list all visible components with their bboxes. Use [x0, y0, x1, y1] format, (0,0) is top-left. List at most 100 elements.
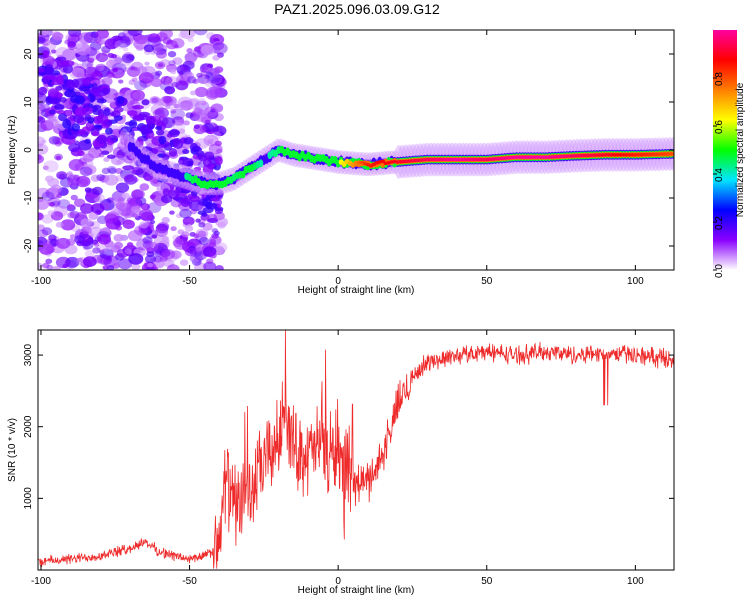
- noise-blob: [42, 165, 49, 171]
- spectrogram-y-tick-label: 0: [23, 147, 34, 153]
- noise-blob: [169, 69, 177, 75]
- noise-blob: [178, 120, 185, 126]
- noise-blob: [52, 200, 60, 207]
- noise-blob: [93, 36, 102, 43]
- noise-blob: [121, 192, 130, 199]
- noise-blob: [200, 100, 207, 106]
- trend-blob: [103, 108, 111, 117]
- noise-blob: [169, 210, 175, 215]
- noise-blob: [75, 175, 91, 188]
- noise-blob: [141, 99, 150, 106]
- noise-blob: [38, 262, 43, 269]
- noise-blob: [190, 209, 197, 215]
- noise-blob: [110, 195, 125, 207]
- trend-blob: [96, 98, 107, 104]
- noise-blob: [178, 32, 187, 39]
- trend-blob: [202, 158, 212, 167]
- trend-blob: [113, 106, 124, 113]
- noise-blob: [139, 221, 149, 229]
- noise-blob: [48, 201, 55, 207]
- noise-blob: [196, 72, 203, 78]
- noise-blob: [106, 59, 117, 69]
- noise-blob: [117, 197, 124, 203]
- ridge-core: [258, 159, 264, 168]
- noise-blob: [95, 63, 105, 72]
- noise-blob: [126, 66, 141, 77]
- noise-blob: [186, 247, 194, 254]
- noise-blob: [200, 44, 215, 56]
- noise-blob: [198, 236, 210, 245]
- noise-blob: [38, 155, 42, 161]
- snr-line: [38, 330, 674, 569]
- noise-blob: [217, 221, 227, 229]
- trend-blob: [201, 212, 208, 217]
- trend-blob: [120, 126, 133, 133]
- noise-blob: [131, 189, 144, 200]
- trend-blob: [48, 109, 56, 115]
- trend-blob: [71, 123, 81, 132]
- snr-y-axis-label: SNR (10 * v/v): [7, 418, 18, 482]
- noise-blob: [127, 230, 143, 242]
- noise-blob: [139, 183, 150, 191]
- snr-y-ticks: 1000 2000 3000: [23, 344, 674, 509]
- noise-blob: [156, 200, 165, 207]
- trend-blob: [78, 130, 86, 136]
- noise-blob: [59, 126, 66, 131]
- trend-blob: [62, 60, 75, 67]
- trend-blob: [42, 50, 50, 59]
- noise-blob: [182, 216, 195, 226]
- noise-blob: [131, 213, 138, 218]
- trend-blob: [105, 127, 113, 135]
- spectrogram-x-tick-label: 0: [335, 276, 341, 287]
- spectrogram-y-tick-label: -10: [23, 190, 34, 205]
- noise-blob: [103, 157, 110, 163]
- trend-blob: [183, 137, 194, 145]
- noise-blob: [47, 210, 55, 216]
- noise-blob: [187, 37, 194, 43]
- trend-blob: [208, 173, 220, 181]
- noise-blob: [113, 241, 124, 250]
- noise-blob: [115, 201, 127, 210]
- noise-blob: [108, 167, 117, 175]
- noise-blob: [131, 77, 138, 82]
- trend-blob: [214, 156, 223, 166]
- noise-blob: [137, 66, 148, 74]
- noise-blob: [128, 79, 136, 85]
- noise-blob: [74, 235, 86, 244]
- noise-blob: [161, 235, 169, 242]
- colorbar-ticks: 0.0 0.2 0.4 0.6 0.8: [713, 72, 725, 278]
- noise-blob: [167, 50, 177, 58]
- trend-blob: [168, 147, 178, 157]
- noise-blob: [147, 36, 162, 47]
- trend-blob: [91, 88, 101, 96]
- noise-blob: [209, 67, 220, 76]
- spectrogram-x-ticks: -100 -50 0 50 100: [31, 30, 644, 287]
- trend-blob: [127, 110, 138, 117]
- noise-blob: [113, 69, 125, 78]
- noise-blob: [147, 262, 154, 268]
- noise-blob: [161, 248, 176, 260]
- noise-blob: [79, 166, 93, 177]
- noise-blob: [121, 53, 135, 64]
- noise-blob: [77, 32, 93, 44]
- noise-blob: [97, 233, 112, 245]
- trend-blob: [46, 76, 58, 81]
- noise-blob: [155, 50, 167, 59]
- noise-blob: [186, 224, 193, 229]
- trend-blob: [62, 118, 72, 129]
- noise-blob: [42, 40, 57, 52]
- noise-blob: [124, 248, 132, 255]
- trend-blob: [178, 157, 185, 166]
- noise-blob: [41, 191, 55, 202]
- noise-blob: [84, 249, 95, 258]
- noise-blob: [69, 210, 80, 219]
- colorbar-tick-label: 0.4: [714, 168, 725, 182]
- trend-blob: [168, 129, 181, 136]
- noise-blob: [146, 266, 154, 270]
- noise-blob: [105, 242, 115, 250]
- spectrogram-x-axis-label: Height of straight line (km): [298, 285, 415, 296]
- trend-blob: [59, 97, 67, 103]
- noise-blob: [138, 72, 154, 84]
- noise-blob: [203, 261, 217, 270]
